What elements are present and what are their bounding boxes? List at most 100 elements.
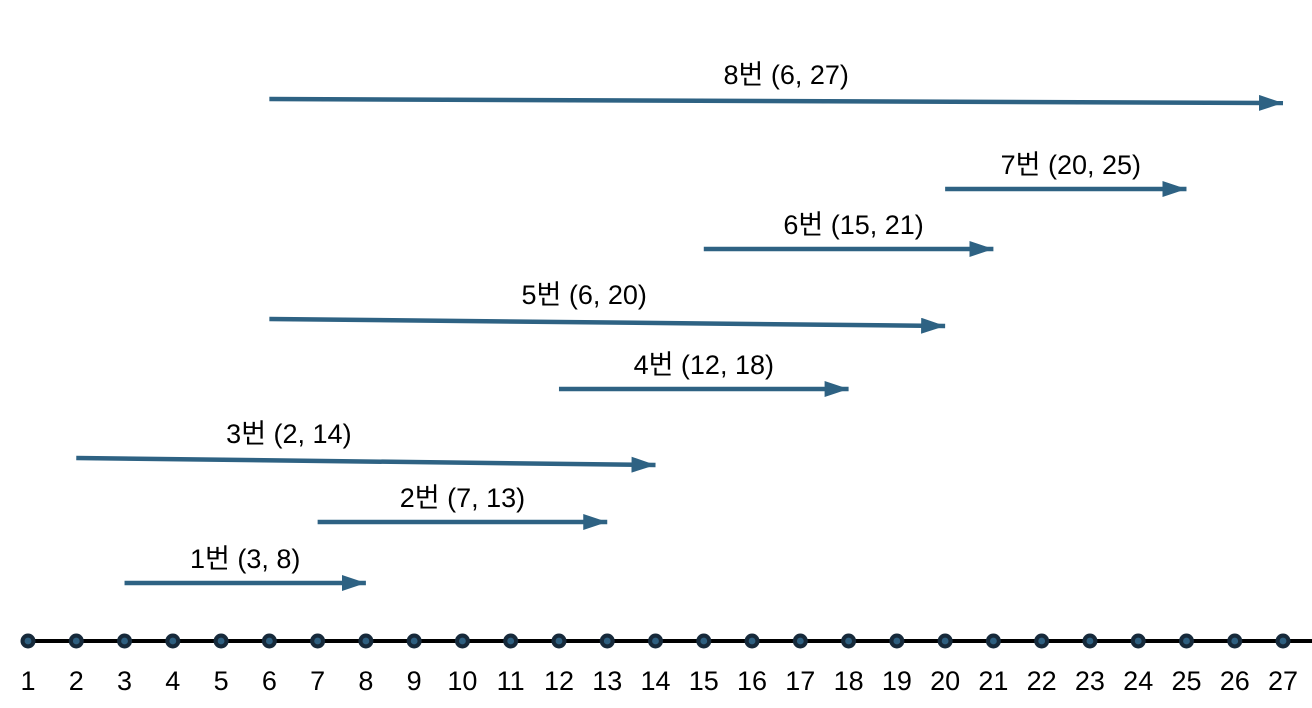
interval-label: 2번 (7, 13) [400, 483, 525, 513]
interval-label: 8번 (6, 27) [723, 60, 848, 90]
interval-group-7번: 7번 (20, 25) [945, 150, 1187, 197]
tick-label: 25 [1171, 666, 1201, 696]
tick-dot-center [796, 637, 804, 645]
tick-3: 3 [117, 633, 132, 696]
tick-label: 8 [358, 666, 373, 696]
tick-label: 9 [407, 666, 422, 696]
tick-dot-center [1231, 637, 1239, 645]
tick-label: 18 [834, 666, 864, 696]
tick-7: 7 [310, 633, 325, 696]
interval-label: 6번 (15, 21) [783, 210, 923, 240]
interval-label: 5번 (6, 20) [522, 280, 647, 310]
tick-dot-center [990, 637, 997, 645]
tick-dot-center [314, 637, 322, 645]
tick-dot-center [652, 637, 659, 645]
interval-group-8번: 8번 (6, 27) [269, 60, 1284, 111]
interval-label: 1번 (3, 8) [190, 544, 300, 574]
tick-label: 14 [640, 666, 670, 696]
tick-label: 22 [1027, 666, 1057, 696]
tick-5: 5 [214, 633, 229, 696]
tick-dot-center [1134, 637, 1142, 645]
tick-dot-center [941, 637, 949, 645]
tick-15: 15 [689, 633, 719, 696]
tick-dot-center [555, 637, 563, 645]
tick-4: 4 [165, 633, 180, 696]
tick-label: 10 [447, 666, 477, 696]
tick-label: 3 [117, 666, 132, 696]
tick-22: 22 [1027, 633, 1057, 696]
tick-17: 17 [785, 633, 815, 696]
tick-dot-center [845, 637, 852, 645]
tick-label: 16 [737, 666, 767, 696]
tick-label: 7 [310, 666, 325, 696]
interval-label: 7번 (20, 25) [1001, 150, 1141, 180]
tick-dot-center [1279, 637, 1287, 645]
tick-label: 19 [882, 666, 912, 696]
tick-label: 24 [1123, 666, 1153, 696]
tick-label: 4 [165, 666, 180, 696]
tick-label: 5 [214, 666, 229, 696]
tick-dot-center [410, 637, 418, 645]
interval-group-5번: 5번 (6, 20) [269, 280, 946, 334]
tick-2: 2 [69, 633, 84, 696]
interval-group-6번: 6번 (15, 21) [703, 210, 994, 257]
tick-dot-center [507, 637, 515, 645]
interval-label: 4번 (12, 18) [634, 350, 774, 380]
tick-13: 13 [592, 633, 622, 696]
interval-arrow [269, 316, 946, 334]
interval-arrow [269, 94, 1284, 111]
tick-label: 6 [262, 666, 277, 696]
tick-16: 16 [737, 633, 767, 696]
interval-arrow [76, 455, 656, 473]
interval-group-1번: 1번 (3, 8) [124, 544, 366, 591]
tick-label: 17 [785, 666, 815, 696]
tick-label: 26 [1220, 666, 1250, 696]
tick-18: 18 [834, 633, 864, 696]
tick-dot-center [121, 637, 128, 645]
tick-6: 6 [262, 633, 277, 696]
tick-label: 13 [592, 666, 622, 696]
tick-label: 1 [20, 666, 35, 696]
tick-dot-center [1038, 637, 1046, 645]
interval-group-3번: 3번 (2, 14) [76, 419, 656, 473]
tick-label: 12 [544, 666, 574, 696]
tick-dot-center [603, 637, 611, 645]
tick-25: 25 [1171, 633, 1202, 696]
tick-label: 21 [978, 666, 1008, 696]
tick-dot-center [700, 637, 708, 645]
number-line: 1 2 3 4 5 6 7 8 9 10 11 12 13 14 15 16 17 18 19 20 21 22 23 24 2… [20, 633, 1312, 696]
interval-label: 3번 (2, 14) [226, 419, 351, 449]
tick-dot-center [265, 637, 273, 645]
tick-10: 10 [447, 633, 477, 696]
tick-12: 12 [544, 633, 574, 696]
tick-dot-center [459, 637, 466, 645]
tick-14: 14 [640, 633, 671, 696]
tick-label: 2 [69, 666, 84, 696]
tick-1: 1 [20, 633, 36, 696]
tick-21: 21 [978, 633, 1008, 696]
tick-label: 11 [497, 666, 525, 696]
tick-label: 27 [1268, 666, 1298, 696]
tick-dot-center [24, 637, 32, 645]
tick-8: 8 [358, 633, 373, 696]
tick-23: 23 [1075, 633, 1105, 696]
interval-group-2번: 2번 (7, 13) [317, 483, 608, 530]
tick-label: 20 [930, 666, 960, 696]
tick-dot-center [748, 637, 756, 645]
tick-20: 20 [930, 633, 960, 696]
tick-dot-center [72, 637, 80, 645]
tick-24: 24 [1123, 633, 1153, 696]
tick-26: 26 [1220, 633, 1250, 696]
tick-label: 15 [689, 666, 719, 696]
tick-dot-center [893, 637, 901, 645]
tick-dot-center [217, 637, 225, 645]
tick-dot-center [1183, 637, 1190, 645]
tick-label: 23 [1075, 666, 1105, 696]
intervals-layer: 1번 (3, 8) 2번 (7, 13) 3번 (2, 14) 4번 (12, 18)… [76, 60, 1284, 591]
tick-19: 19 [882, 633, 912, 696]
tick-27: 27 [1268, 633, 1298, 696]
tick-dot-center [1086, 637, 1094, 645]
tick-9: 9 [407, 633, 422, 696]
